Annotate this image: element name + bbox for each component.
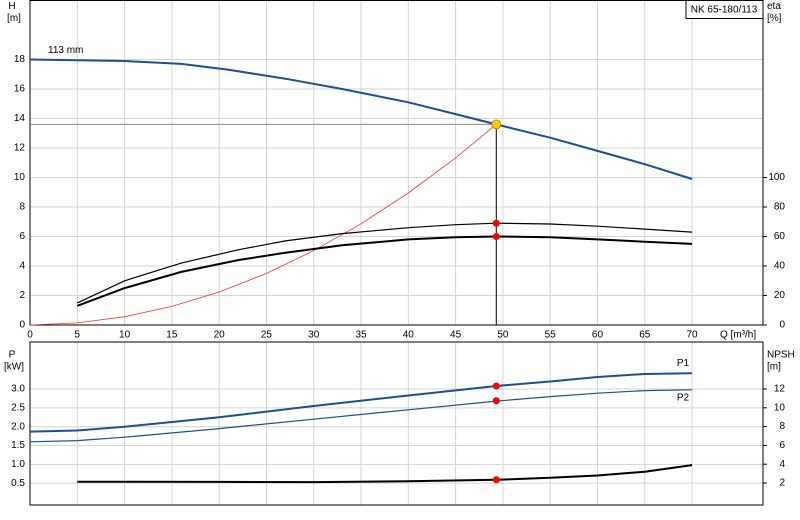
x-tick-label: 20 — [214, 330, 226, 341]
x-tick-label: 5 — [75, 330, 81, 341]
x-tick-label: 50 — [497, 330, 509, 341]
y-axis-label: H — [8, 1, 15, 12]
legend-label: P1 — [677, 358, 690, 369]
y-tick-label: 18 — [14, 54, 26, 65]
y-tick-label: 8 — [19, 202, 25, 213]
y2-tick-label: 0 — [779, 320, 785, 331]
x-tick-label: 25 — [261, 330, 273, 341]
x-tick-label: 15 — [166, 330, 178, 341]
plot-frame — [29, 0, 764, 326]
y2-axis-label: NPSH — [767, 350, 795, 361]
y-tick-label: 2 — [19, 290, 25, 301]
y-tick-label: 0 — [19, 320, 25, 331]
y-tick-label: 12 — [14, 143, 26, 154]
y-tick-label: 14 — [14, 113, 26, 124]
y2-tick-label: 40 — [774, 261, 786, 272]
y-tick-label: 10 — [14, 172, 26, 183]
x-tick-label: 55 — [545, 330, 557, 341]
operating-point — [491, 119, 502, 130]
y-tick-label: 4 — [19, 261, 25, 272]
duty-point — [492, 382, 500, 390]
y-tick-label: 16 — [14, 84, 26, 95]
y-tick-label: 6 — [19, 231, 25, 242]
curve-annotation: 113 mm — [48, 45, 83, 56]
x-tick-label: 70 — [687, 330, 699, 341]
y2-axis-unit: [m] — [767, 362, 781, 373]
curve — [76, 235, 693, 307]
x-tick-label: 10 — [119, 330, 131, 341]
x-tick-label: 0 — [27, 330, 33, 341]
chart-title: NK 65-180/113 — [691, 5, 758, 16]
x-axis-label: Q [m³/h] — [720, 330, 756, 341]
x-tick-label: 45 — [450, 330, 462, 341]
y2-tick-label: 6 — [779, 440, 785, 451]
curve — [29, 389, 693, 443]
y2-tick-label: 8 — [779, 421, 785, 432]
curve — [29, 372, 693, 433]
y-axis-label: P — [9, 350, 16, 361]
y2-axis-label: eta — [767, 1, 781, 12]
x-tick-label: 65 — [639, 330, 651, 341]
y2-tick-label: 80 — [774, 202, 786, 213]
duty-point — [492, 397, 500, 405]
duty-point — [492, 219, 500, 227]
x-tick-label: 35 — [355, 330, 367, 341]
y2-tick-label: 4 — [779, 459, 785, 470]
y2-tick-label: 60 — [774, 231, 786, 242]
x-tick-label: 60 — [592, 330, 604, 341]
y2-tick-label: 20 — [774, 290, 786, 301]
y-tick-label: 2.5 — [11, 403, 25, 414]
y-tick-label: 1.5 — [11, 440, 25, 451]
duty-point — [492, 233, 500, 240]
plot-frame — [29, 341, 764, 506]
y2-tick-label: 12 — [774, 384, 786, 395]
x-tick-label: 40 — [403, 330, 415, 341]
y-tick-label: 2.0 — [11, 421, 25, 432]
y2-tick-label: 100 — [768, 172, 785, 183]
y-tick-label: 0.5 — [11, 478, 25, 489]
y2-tick-label: 10 — [774, 402, 786, 413]
y2-axis-unit: [%] — [767, 13, 782, 24]
y-axis-unit: [m] — [7, 13, 21, 24]
curve — [77, 222, 693, 304]
curve — [29, 58, 693, 180]
y-tick-label: 3.0 — [11, 384, 25, 395]
legend-label: P2 — [677, 392, 690, 403]
y-axis-unit: [kW] — [4, 362, 24, 373]
y-tick-label: 1.0 — [11, 459, 25, 470]
duty-point — [492, 476, 500, 484]
curve — [29, 124, 497, 326]
y2-tick-label: 2 — [779, 478, 785, 489]
curve — [77, 464, 693, 484]
title-box — [685, 0, 764, 19]
x-tick-label: 30 — [308, 330, 320, 341]
